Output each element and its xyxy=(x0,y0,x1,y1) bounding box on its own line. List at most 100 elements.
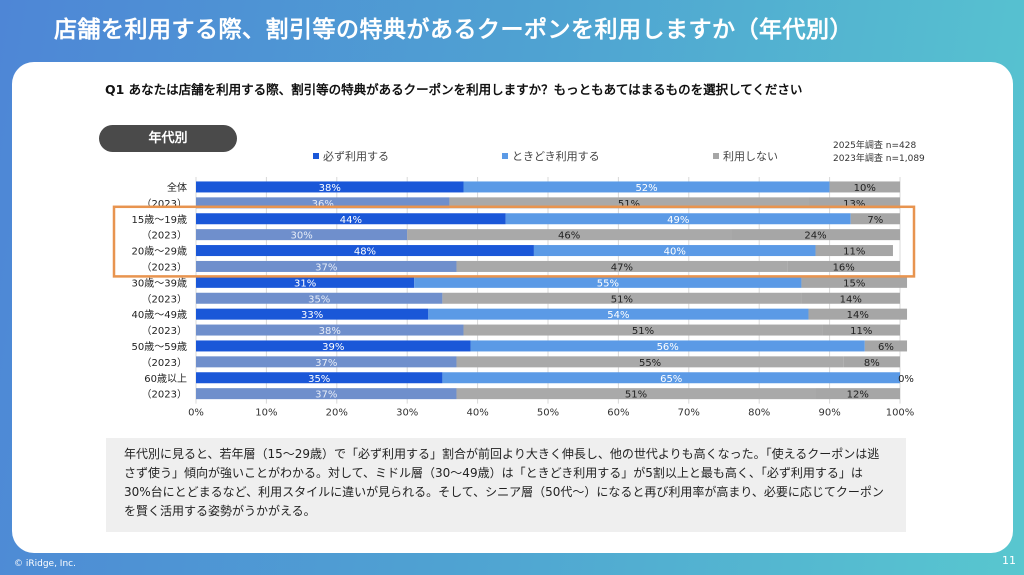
bar-segment-0-0 xyxy=(196,181,464,193)
page-number: 11 xyxy=(1002,554,1016,567)
bar-segment-12-0 xyxy=(196,372,443,384)
data-label-7-2: 14% xyxy=(840,294,862,305)
bar-segment-2-2 xyxy=(850,213,900,225)
data-label-10-0: 39% xyxy=(322,342,344,353)
data-label-10-2: 6% xyxy=(878,342,894,353)
data-label-7-1: 51% xyxy=(611,294,633,305)
bar-segment-4-2 xyxy=(815,245,893,257)
row-label-8: 40歳～49歳 xyxy=(132,309,187,321)
bar-segment-9-0 xyxy=(196,324,464,336)
legend-label-always: 必ず利用する xyxy=(323,150,389,163)
comment-box: 年代別に見ると、若年層（15〜29歳）で「必ず利用する」割合が前回より大きく伸長… xyxy=(106,438,906,532)
row-label-0: 全体 xyxy=(167,181,187,194)
bar-segment-13-1 xyxy=(456,388,816,400)
data-label-4-1: 40% xyxy=(664,247,686,258)
legend-item-sometimes: ときどき利用する xyxy=(502,148,600,164)
bar-segment-3-0 xyxy=(196,229,408,241)
data-label-13-0: 37% xyxy=(315,390,337,401)
bar-segment-7-0 xyxy=(196,292,443,304)
data-label-1-1: 51% xyxy=(618,199,640,210)
data-label-5-1: 47% xyxy=(611,262,633,273)
bar-segment-4-1 xyxy=(533,245,816,257)
bar-segment-6-1 xyxy=(414,276,802,288)
bar-segment-13-0 xyxy=(196,388,457,400)
data-label-13-2: 12% xyxy=(847,390,869,401)
bar-segment-1-0 xyxy=(196,197,450,209)
data-label-3-0: 30% xyxy=(290,231,312,242)
data-label-0-1: 52% xyxy=(635,183,657,194)
bar-segment-11-0 xyxy=(196,356,457,368)
data-label-3-2: 24% xyxy=(804,231,826,242)
data-label-2-0: 44% xyxy=(340,215,362,226)
bar-segment-10-2 xyxy=(864,340,908,352)
data-label-12-2: 0% xyxy=(898,374,914,385)
bar-segment-6-0 xyxy=(196,276,415,288)
row-label-3: （2023） xyxy=(142,230,187,242)
bar-segment-3-1 xyxy=(407,229,732,241)
bar-segment-10-0 xyxy=(196,340,471,352)
data-label-0-2: 10% xyxy=(854,183,876,194)
slide-title: 店舗を利用する際、割引等の特典があるクーポンを利用しますか（年代別） xyxy=(54,17,853,43)
survey-note-2023: 2023年調査 n=1,089 xyxy=(833,154,925,164)
data-label-11-1: 55% xyxy=(639,358,661,369)
x-tick-label-3: 30% xyxy=(396,408,418,419)
bar-segment-4-0 xyxy=(196,245,534,257)
data-label-6-1: 55% xyxy=(597,278,619,289)
x-tick-label-7: 70% xyxy=(678,408,700,419)
data-label-5-0: 37% xyxy=(315,262,337,273)
legend-swatch-never xyxy=(713,153,719,159)
legend-label-never: 利用しない xyxy=(723,150,778,163)
data-label-11-0: 37% xyxy=(315,358,337,369)
bar-segment-5-2 xyxy=(787,260,900,272)
legend-item-always: 必ず利用する xyxy=(313,148,389,164)
data-label-6-2: 15% xyxy=(843,278,865,289)
bar-segment-11-1 xyxy=(456,356,844,368)
bar-segment-10-1 xyxy=(470,340,865,352)
row-label-13: （2023） xyxy=(142,389,187,401)
x-tick-label-4: 40% xyxy=(466,408,488,419)
bar-segment-8-1 xyxy=(428,308,809,320)
data-label-8-1: 54% xyxy=(607,310,629,321)
x-tick-label-9: 90% xyxy=(818,408,840,419)
data-label-4-2: 11% xyxy=(843,247,865,258)
bar-segment-5-0 xyxy=(196,260,457,272)
highlight-frame xyxy=(112,205,916,278)
legend-item-never: 利用しない xyxy=(713,148,778,164)
data-label-9-1: 51% xyxy=(632,326,654,337)
row-label-7: （2023） xyxy=(142,293,187,305)
data-label-6-0: 31% xyxy=(294,278,316,289)
row-label-9: （2023） xyxy=(142,325,187,337)
row-label-6: 30歳～39歳 xyxy=(132,277,187,289)
bar-segment-7-1 xyxy=(442,292,802,304)
bar-segment-0-1 xyxy=(463,181,830,193)
bar-segment-1-2 xyxy=(808,197,900,209)
data-label-5-2: 16% xyxy=(833,262,855,273)
x-tick-label-8: 80% xyxy=(748,408,770,419)
bar-segment-0-2 xyxy=(829,181,900,193)
data-label-8-2: 14% xyxy=(847,310,869,321)
row-label-5: （2023） xyxy=(142,261,187,273)
row-label-2: 15歳～19歳 xyxy=(132,214,187,226)
data-label-12-0: 35% xyxy=(308,374,330,385)
section-badge: 年代別 xyxy=(99,125,237,152)
legend-swatch-always xyxy=(313,153,319,159)
bar-segment-2-1 xyxy=(505,213,851,225)
row-label-10: 50歳～59歳 xyxy=(132,341,187,353)
bar-segment-11-2 xyxy=(843,356,900,368)
data-label-4-0: 48% xyxy=(354,247,376,258)
bar-segment-13-2 xyxy=(815,388,900,400)
bar-segment-1-1 xyxy=(449,197,809,209)
bar-segment-8-2 xyxy=(808,308,908,320)
data-label-2-2: 7% xyxy=(867,215,883,226)
row-label-4: 20歳～29歳 xyxy=(132,246,187,258)
bar-segment-6-2 xyxy=(801,276,908,288)
comment-text: 年代別に見ると、若年層（15〜29歳）で「必ず利用する」割合が前回より大きく伸長… xyxy=(124,447,884,518)
legend-label-sometimes: ときどき利用する xyxy=(512,150,600,163)
data-label-3-1: 46% xyxy=(558,231,580,242)
data-label-1-2: 13% xyxy=(843,199,865,210)
bar-segment-9-1 xyxy=(463,324,823,336)
bar-segment-2-0 xyxy=(196,213,506,225)
data-label-0-0: 38% xyxy=(319,183,341,194)
x-tick-label-6: 60% xyxy=(607,408,629,419)
data-label-1-0: 36% xyxy=(312,199,334,210)
